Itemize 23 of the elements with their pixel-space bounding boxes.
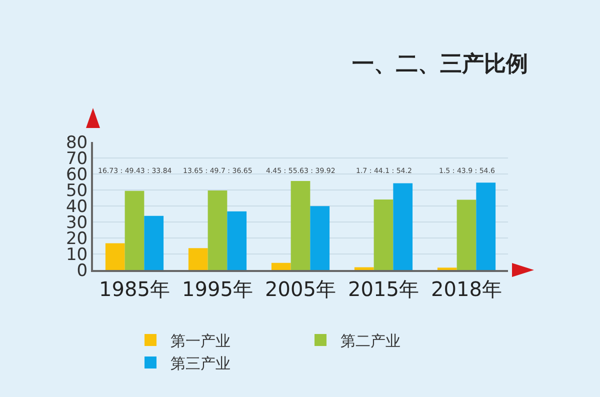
x-tick-label: 2015年 xyxy=(348,277,419,301)
legend-label: 第一产业 xyxy=(170,332,230,350)
chart-title: 一、二、三产比例 xyxy=(352,51,528,78)
bar xyxy=(144,216,164,270)
bar xyxy=(374,199,394,270)
x-tick-label: 1985年 xyxy=(99,277,170,301)
bar xyxy=(393,183,413,270)
bar xyxy=(271,262,291,270)
legend-label: 第三产业 xyxy=(170,354,230,372)
bar xyxy=(124,190,144,270)
bar xyxy=(227,211,247,270)
legend-label: 第二产业 xyxy=(340,332,400,350)
x-tick-label: 2005年 xyxy=(265,277,336,301)
bar xyxy=(188,248,208,270)
x-tick-label: 2018年 xyxy=(431,277,502,301)
x-tick-label: 1995年 xyxy=(182,277,253,301)
bar xyxy=(105,243,125,270)
bar xyxy=(476,182,496,270)
bar xyxy=(310,206,330,270)
bar xyxy=(456,200,476,270)
bar xyxy=(290,180,310,270)
bar xyxy=(354,267,374,270)
bar xyxy=(208,190,228,270)
